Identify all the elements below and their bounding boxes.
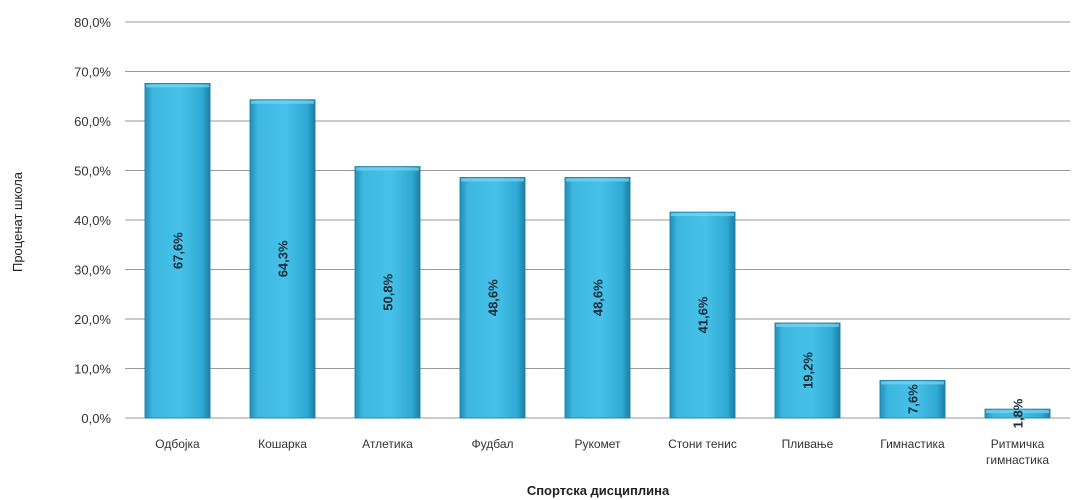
x-axis-ticks: Одбојка Кошарка Атлетика Фудбал Рукомет Стони…	[155, 437, 1049, 467]
bar-highlight	[775, 323, 840, 327]
x-tick-label-line: Рукомет	[574, 437, 621, 451]
x-tick-label: Атлетика	[362, 437, 413, 451]
x-tick-label-line: Кошарка	[258, 437, 307, 451]
x-tick-label: Стони тенис	[668, 437, 737, 451]
y-tick-label: 40,0%	[74, 213, 111, 228]
bar-highlight	[670, 213, 735, 217]
x-tick-label: Рукомет	[574, 437, 621, 451]
bar	[249, 99, 316, 419]
x-tick-label-line: Гимнастика	[880, 437, 945, 451]
data-label: 50,8%	[381, 273, 396, 310]
bar	[774, 322, 841, 419]
data-label: 64,3%	[276, 240, 291, 277]
bar	[984, 408, 1051, 419]
y-tick-label: 60,0%	[74, 114, 111, 129]
y-tick-label: 50,0%	[74, 164, 111, 179]
data-label: 41,6%	[696, 296, 711, 333]
y-tick-label: 80,0%	[74, 15, 111, 30]
x-tick-label-line: Стони тенис	[668, 437, 737, 451]
bar	[459, 177, 526, 419]
x-tick-label: Гимнастика	[880, 437, 945, 451]
x-tick-label-line: Ритмичка	[991, 437, 1045, 451]
y-axis-title: Проценат школа	[10, 171, 25, 272]
y-tick-label: 30,0%	[74, 263, 111, 278]
bar-highlight	[460, 178, 525, 182]
x-axis-title: Спортска дисциплина	[527, 483, 670, 498]
x-tick-label-line: Фудбал	[472, 437, 514, 451]
bar	[669, 211, 736, 419]
y-tick-label: 70,0%	[74, 65, 111, 80]
bar-highlight	[880, 381, 945, 385]
x-tick-label-line: Одбојка	[155, 437, 200, 451]
data-label: 67,6%	[171, 232, 186, 269]
data-label: 48,6%	[486, 279, 501, 316]
y-tick-label: 20,0%	[74, 312, 111, 327]
x-tick-label: Пливање	[782, 437, 834, 451]
bar	[879, 379, 946, 419]
bar-highlight	[355, 167, 420, 171]
y-tick-label: 0,0%	[81, 411, 111, 426]
y-tick-label: 10,0%	[74, 362, 111, 377]
x-tick-label-line: Атлетика	[362, 437, 413, 451]
x-tick-label-line: гимнастика	[986, 453, 1049, 467]
bar-highlight	[565, 178, 630, 182]
bar	[144, 82, 211, 419]
bar-highlight	[985, 410, 1050, 414]
data-label: 48,6%	[591, 279, 606, 316]
x-tick-label-line: Пливање	[782, 437, 834, 451]
x-tick-label: Фудбал	[472, 437, 514, 451]
bar-highlight	[145, 84, 210, 88]
data-label: 1,8%	[1011, 398, 1026, 428]
bar	[354, 166, 421, 419]
data-label: 19,2%	[801, 352, 816, 389]
x-tick-label: Ритмичка гимнастика	[986, 437, 1049, 467]
bar-highlight	[250, 100, 315, 104]
bar	[564, 177, 631, 419]
y-axis-ticks: 0,0% 10,0% 20,0% 30,0% 40,0% 50,0% 60,0% 70,0% 8…	[74, 15, 111, 426]
data-label: 7,6%	[906, 384, 921, 414]
bars: 67,6% 64,3% 50,8% 48,6% 48,6% 41,6% 19,2% 7,6% 1…	[144, 82, 1051, 428]
x-tick-label: Одбојка	[155, 437, 200, 451]
x-tick-label: Кошарка	[258, 437, 307, 451]
